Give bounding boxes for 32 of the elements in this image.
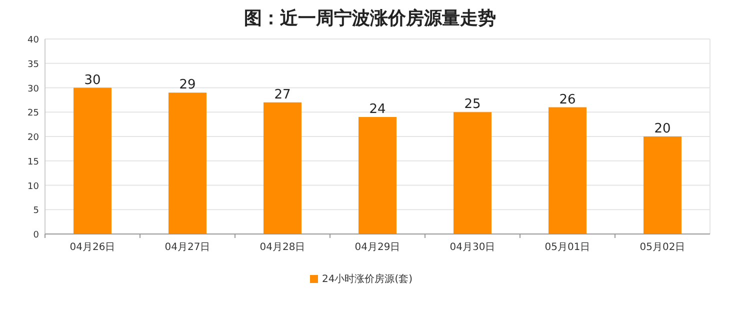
bar — [454, 112, 492, 234]
y-tick-label: 0 — [33, 230, 40, 240]
x-tick-label: 04月27日 — [164, 242, 210, 253]
y-tick-label: 25 — [28, 108, 39, 119]
y-tick-label: 5 — [33, 206, 39, 216]
x-tick-label: 05月01日 — [544, 242, 590, 253]
chart-title: 图：近一周宁波涨价房源量走势 — [244, 8, 496, 29]
bar — [74, 88, 112, 234]
data-label: 27 — [274, 87, 291, 102]
bar — [264, 102, 302, 234]
y-tick-label: 15 — [28, 157, 39, 168]
data-label: 29 — [179, 78, 196, 93]
y-tick-label: 30 — [28, 84, 40, 94]
data-label: 24 — [369, 102, 386, 117]
y-tick-label: 40 — [28, 36, 40, 46]
bar — [168, 92, 206, 234]
bar — [644, 136, 682, 234]
y-tick-label: 20 — [28, 133, 40, 143]
bar — [548, 107, 586, 234]
x-tick-label: 04月28日 — [260, 242, 306, 253]
y-tick-label: 35 — [28, 60, 39, 70]
y-tick-label: 10 — [28, 182, 40, 192]
data-label: 20 — [654, 122, 671, 136]
x-tick-label: 04月26日 — [70, 242, 116, 253]
x-tick-label: 05月02日 — [640, 242, 686, 253]
x-tick-label: 04月29日 — [354, 242, 400, 253]
legend-label: 24小时涨价房源(套) — [322, 273, 413, 285]
data-label: 26 — [559, 92, 576, 108]
data-label: 25 — [464, 97, 481, 112]
data-label: 30 — [84, 72, 101, 88]
x-tick-label: 04月30日 — [450, 242, 496, 253]
bar — [358, 117, 396, 234]
